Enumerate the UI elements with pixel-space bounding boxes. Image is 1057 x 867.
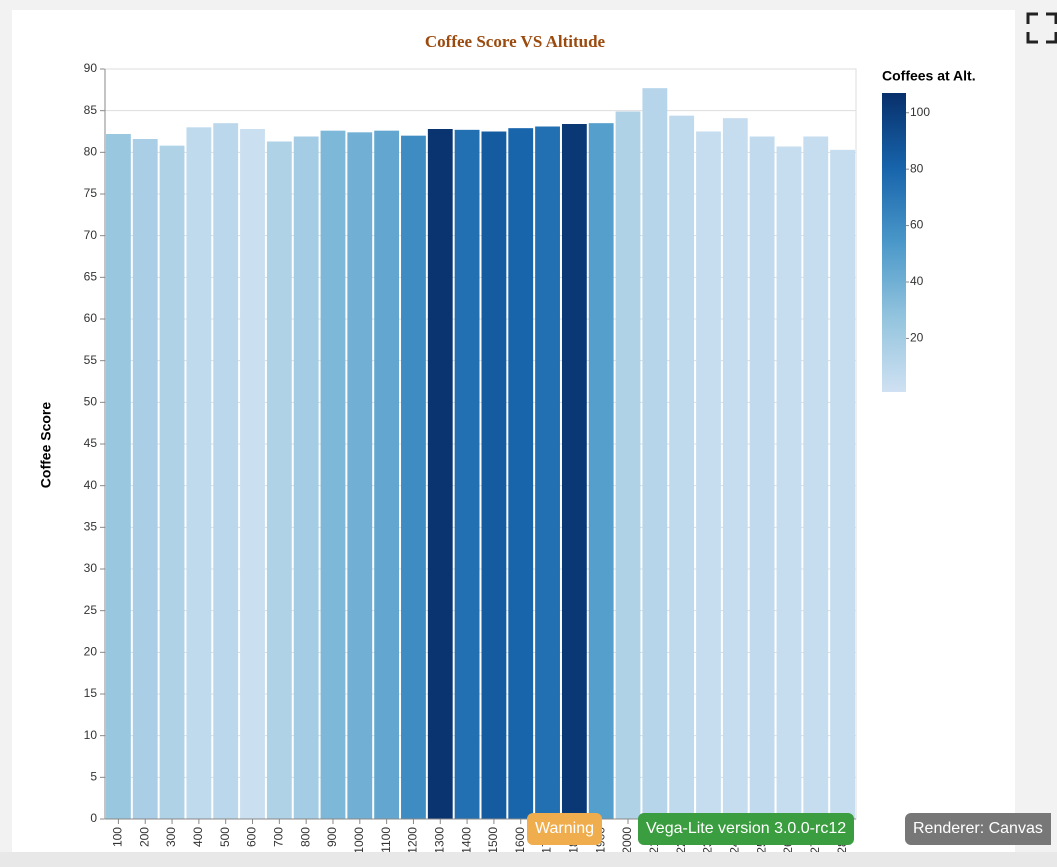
y-tick-label: 0 — [90, 811, 97, 825]
y-tick-label: 20 — [84, 645, 98, 659]
y-tick-label: 25 — [84, 603, 98, 617]
legend-gradient — [882, 93, 906, 392]
bar — [320, 130, 346, 819]
x-tick-label: 900 — [325, 827, 339, 847]
x-tick-label: 200 — [137, 827, 151, 847]
bar — [669, 115, 695, 819]
x-tick-label: 300 — [164, 827, 178, 847]
y-tick-label: 45 — [84, 436, 98, 450]
y-axis-title: Coffee Score — [38, 402, 54, 489]
x-tick-label: 1500 — [486, 827, 500, 854]
bar — [374, 130, 400, 819]
bar — [186, 127, 212, 820]
y-tick-label: 35 — [84, 520, 98, 534]
bar — [481, 131, 507, 819]
bar — [132, 139, 158, 819]
bar — [749, 136, 775, 819]
bar — [642, 88, 668, 819]
bar — [106, 134, 131, 819]
legend-label: 100 — [910, 105, 930, 119]
renderer-badge[interactable]: Renderer: Canvas — [905, 813, 1051, 845]
y-tick-label: 70 — [84, 228, 98, 242]
bar — [561, 124, 587, 819]
x-tick-label: 100 — [111, 827, 125, 847]
y-tick-label: 10 — [84, 728, 98, 742]
x-tick-label: 400 — [191, 827, 205, 847]
y-tick-label: 15 — [84, 686, 98, 700]
bar — [722, 118, 748, 819]
bar — [776, 146, 802, 819]
y-tick-label: 90 — [84, 61, 98, 75]
bar — [213, 123, 239, 819]
bar — [615, 111, 641, 819]
y-tick-label: 60 — [84, 311, 98, 325]
bar — [159, 145, 185, 819]
y-tick-label: 85 — [84, 103, 98, 117]
bar — [240, 129, 265, 819]
bar — [347, 132, 373, 820]
bar — [427, 129, 453, 819]
y-tick-label: 80 — [84, 145, 98, 159]
x-tick-label: 600 — [245, 827, 259, 847]
x-tick-label: 1100 — [379, 827, 393, 853]
bar — [696, 131, 721, 819]
legend-label: 80 — [910, 161, 924, 175]
x-tick-label: 500 — [218, 827, 232, 847]
legend-label: 20 — [910, 331, 924, 345]
bar — [401, 135, 426, 819]
y-tick-label: 75 — [84, 186, 98, 200]
legend-title: Coffees at Alt. — [882, 68, 976, 84]
legend-label: 40 — [910, 274, 924, 288]
x-tick-label: 1600 — [513, 827, 527, 854]
y-tick-label: 50 — [84, 395, 98, 409]
y-tick-label: 65 — [84, 270, 98, 284]
x-tick-label: 1200 — [406, 827, 420, 854]
chart-title: Coffee Score VS Altitude — [425, 32, 606, 51]
bottom-strip — [0, 852, 1057, 867]
bar — [535, 126, 560, 819]
bar — [588, 123, 614, 819]
x-tick-label: 2000 — [620, 827, 634, 854]
bar — [293, 136, 319, 819]
bar — [830, 149, 855, 820]
bar — [508, 128, 534, 819]
y-tick-label: 5 — [90, 770, 97, 784]
x-tick-label: 700 — [272, 827, 286, 847]
y-tick-label: 30 — [84, 561, 98, 575]
x-tick-label: 1000 — [352, 827, 366, 854]
warning-badge[interactable]: Warning — [527, 813, 602, 845]
legend-label: 60 — [910, 218, 924, 232]
bar — [454, 129, 480, 820]
x-tick-label: 800 — [298, 827, 312, 847]
x-tick-label: 1400 — [459, 827, 473, 854]
version-badge[interactable]: Vega-Lite version 3.0.0-rc12 — [638, 813, 855, 845]
x-tick-label: 1300 — [432, 827, 446, 854]
fullscreen-icon[interactable] — [1026, 12, 1057, 44]
bar — [803, 136, 829, 819]
y-tick-label: 40 — [84, 478, 98, 492]
bar — [266, 141, 292, 819]
y-tick-label: 55 — [84, 353, 98, 367]
